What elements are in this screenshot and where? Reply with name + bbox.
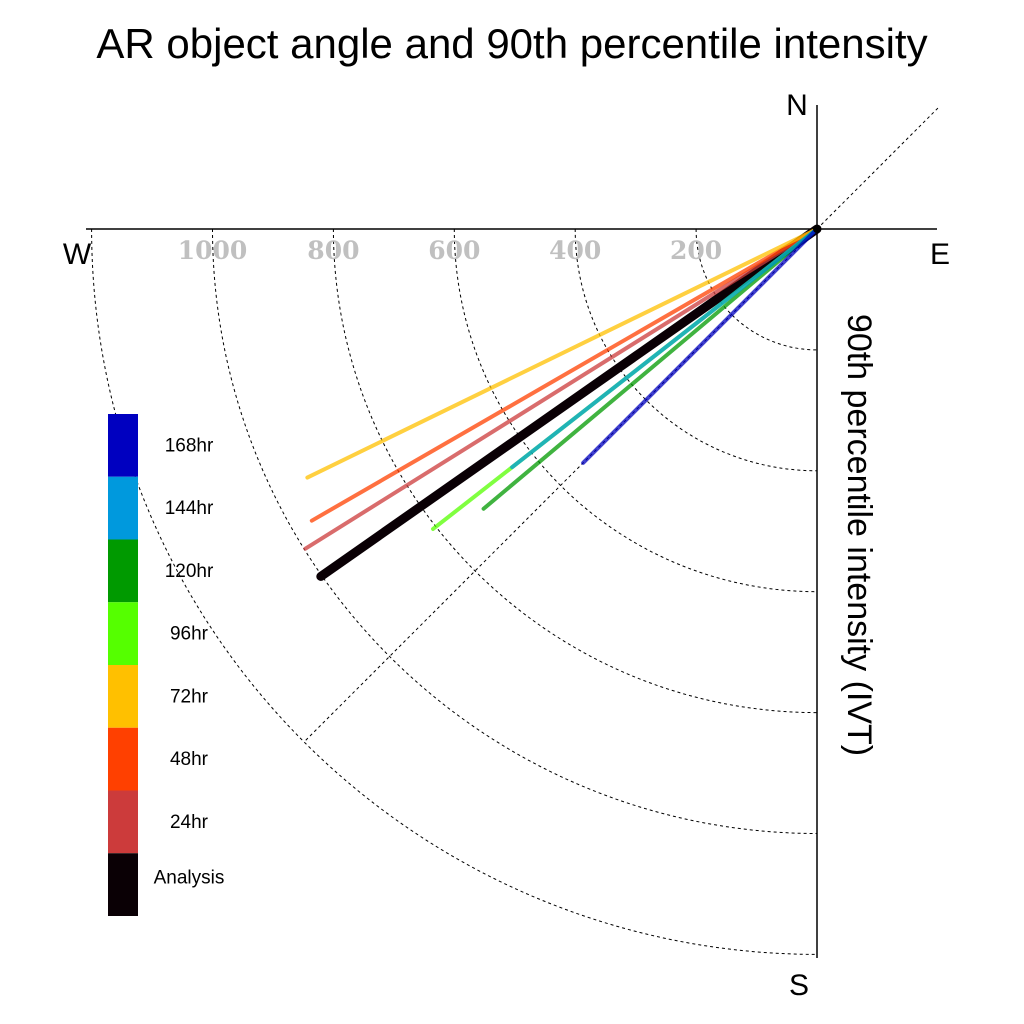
radial-tick-label: 800 (307, 236, 359, 265)
grid-arc-400 (574, 228, 818, 472)
series-vector-48hr (309, 227, 819, 523)
east-label: E (930, 238, 950, 271)
legend-swatch-96hr (108, 602, 138, 665)
legend-label: 144hr (165, 498, 214, 519)
series-vector-168hr (581, 227, 819, 465)
legend-label: 168hr (165, 435, 214, 456)
legend-label: 72hr (170, 686, 209, 707)
legend-swatch-analysis (108, 853, 138, 916)
legend-swatch-144hr (108, 476, 138, 540)
grid-arc-1000 (212, 228, 818, 834)
tick-layer: 200 400 600 800 1000 (178, 236, 722, 265)
north-label: N (786, 89, 808, 122)
legend-label: 96hr (170, 624, 209, 645)
west-label: W (63, 238, 92, 271)
legend-label: 120hr (165, 561, 214, 582)
series-vector-analysis (316, 224, 822, 581)
south-label: S (789, 969, 809, 1002)
series-vector-72hr (305, 227, 819, 480)
series-vector-120hr (481, 227, 819, 511)
legend-swatch-120hr (108, 539, 138, 603)
legend-label: Analysis (154, 868, 225, 889)
series-layer (303, 224, 822, 581)
diagonal-guide (816, 105, 941, 230)
legend-label: 24hr (170, 812, 209, 833)
grid-arc-800 (332, 228, 818, 714)
legend-swatch-24hr (108, 790, 138, 854)
legend-swatch-72hr (108, 665, 138, 728)
series-vector-24hr (303, 227, 819, 551)
radial-tick-label: 400 (549, 236, 601, 265)
chart-title: AR object angle and 90th percentile inte… (96, 20, 927, 67)
legend-swatch-168hr (108, 414, 138, 477)
grid-arc-1200 (91, 228, 818, 955)
origin-point (813, 225, 821, 233)
y-axis-label: 90th percentile intensity (IVT) (840, 314, 878, 756)
radial-tick-label: 1000 (178, 236, 248, 265)
radial-tick-label: 200 (670, 236, 722, 265)
series-vector-144hr (510, 227, 819, 470)
legend-label: 48hr (170, 749, 209, 770)
grid-arc-200 (695, 228, 818, 351)
legend-swatch-48hr (108, 727, 138, 791)
radial-tick-label: 600 (428, 236, 480, 265)
legend: 168hr 144hr 120hr 96hr 72hr 48hr 24hr Analysis (108, 414, 224, 916)
